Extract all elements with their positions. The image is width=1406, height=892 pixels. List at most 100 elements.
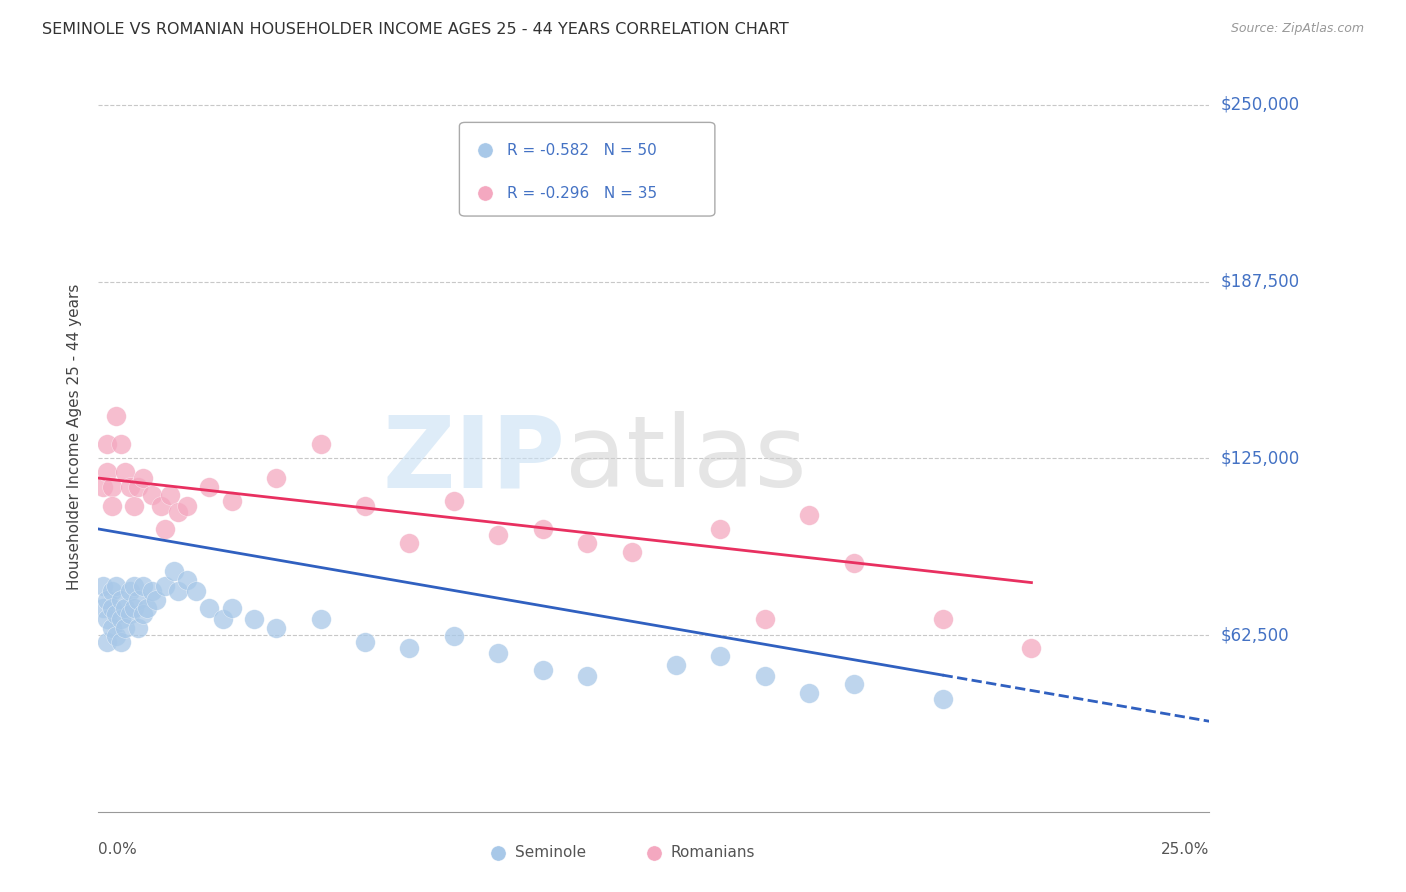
Point [118,584,141,599]
Text: ZIP: ZIP [382,411,565,508]
Point [709,649,731,664]
Point [531,522,554,536]
Point [96,466,118,480]
Point [198,479,221,493]
Point [754,612,776,626]
Point [110,592,132,607]
Point [105,409,128,423]
Point [127,621,149,635]
Text: R = -0.296   N = 35: R = -0.296 N = 35 [508,186,657,201]
Point [931,612,953,626]
Point [153,522,176,536]
Point [122,578,145,592]
Point [443,493,465,508]
Point [309,437,332,451]
Point [105,578,128,592]
Point [132,471,155,485]
Point [114,621,136,635]
Point [799,686,821,700]
Point [100,621,122,635]
Point [132,607,155,621]
Text: SEMINOLE VS ROMANIAN HOUSEHOLDER INCOME AGES 25 - 44 YEARS CORRELATION CHART: SEMINOLE VS ROMANIAN HOUSEHOLDER INCOME … [42,22,789,37]
Point [531,664,554,678]
Text: $250,000: $250,000 [1220,95,1299,114]
Point [799,508,821,522]
Point [198,601,221,615]
Point [398,536,420,550]
Point [153,578,176,592]
Point [665,657,688,672]
Point [443,629,465,643]
Text: atlas: atlas [565,411,807,508]
Y-axis label: Householder Income Ages 25 - 44 years: Householder Income Ages 25 - 44 years [67,284,83,591]
FancyBboxPatch shape [460,122,714,216]
Point [620,544,643,558]
Text: Romanians: Romanians [671,846,755,861]
Point [127,592,149,607]
Point [398,640,420,655]
Point [211,612,233,626]
Point [754,669,776,683]
Point [114,601,136,615]
Point [96,592,118,607]
Point [264,621,287,635]
Point [110,437,132,451]
Point [96,635,118,649]
Point [1021,640,1043,655]
Point [91,601,114,615]
Point [100,479,122,493]
Point [127,479,149,493]
Point [141,488,163,502]
Point [221,493,243,508]
Point [91,578,114,592]
Point [96,437,118,451]
Point [91,479,114,493]
Point [842,677,865,691]
Point [149,500,172,514]
Point [96,612,118,626]
Point [176,500,198,514]
Text: 0.0%: 0.0% [98,842,138,857]
Point [118,479,141,493]
Point [100,601,122,615]
Point [136,601,159,615]
Text: R = -0.582   N = 50: R = -0.582 N = 50 [508,143,657,158]
Point [264,471,287,485]
Point [105,629,128,643]
Point [100,500,122,514]
Point [110,612,132,626]
Point [163,565,186,579]
Point [132,578,155,592]
Point [221,601,243,615]
Text: $187,500: $187,500 [1220,273,1299,291]
Text: 25.0%: 25.0% [1161,842,1209,857]
Point [486,646,509,660]
Point [159,488,181,502]
Text: Source: ZipAtlas.com: Source: ZipAtlas.com [1230,22,1364,36]
Point [141,584,163,599]
Point [354,635,377,649]
Point [931,691,953,706]
Text: $62,500: $62,500 [1220,626,1289,644]
Point [122,500,145,514]
Point [118,607,141,621]
Point [100,584,122,599]
Point [576,669,599,683]
Point [709,522,731,536]
Point [842,556,865,570]
Point [114,466,136,480]
Point [167,505,190,519]
Text: $125,000: $125,000 [1220,450,1299,467]
Point [122,601,145,615]
Point [354,500,377,514]
Point [243,612,266,626]
Point [576,536,599,550]
Point [309,612,332,626]
Text: Seminole: Seminole [515,846,586,861]
Point [105,607,128,621]
Point [110,635,132,649]
Point [167,584,190,599]
Point [186,584,208,599]
Point [145,592,167,607]
Point [176,573,198,587]
